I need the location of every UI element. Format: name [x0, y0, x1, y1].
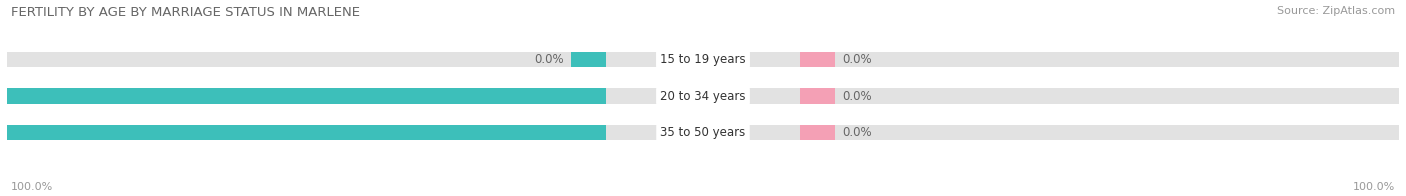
Bar	[7, 88, 606, 104]
Text: 15 to 19 years: 15 to 19 years	[661, 53, 745, 66]
Bar	[7, 125, 1399, 140]
Legend: Married, Unmarried: Married, Unmarried	[617, 195, 789, 196]
Text: FERTILITY BY AGE BY MARRIAGE STATUS IN MARLENE: FERTILITY BY AGE BY MARRIAGE STATUS IN M…	[11, 6, 360, 19]
Text: Source: ZipAtlas.com: Source: ZipAtlas.com	[1277, 6, 1395, 16]
Text: 100.0%: 100.0%	[1353, 182, 1395, 192]
Text: 100.0%: 100.0%	[11, 182, 53, 192]
Bar	[800, 88, 835, 104]
Text: 0.0%: 0.0%	[842, 126, 872, 139]
Text: 0.0%: 0.0%	[534, 53, 564, 66]
Bar	[7, 125, 606, 140]
Text: 20 to 34 years: 20 to 34 years	[661, 90, 745, 103]
Text: 0.0%: 0.0%	[842, 90, 872, 103]
Bar	[571, 52, 606, 67]
Bar	[7, 88, 1399, 104]
Text: 0.0%: 0.0%	[842, 53, 872, 66]
Bar	[800, 125, 835, 140]
Bar	[7, 52, 1399, 67]
Text: 35 to 50 years: 35 to 50 years	[661, 126, 745, 139]
Bar	[800, 52, 835, 67]
